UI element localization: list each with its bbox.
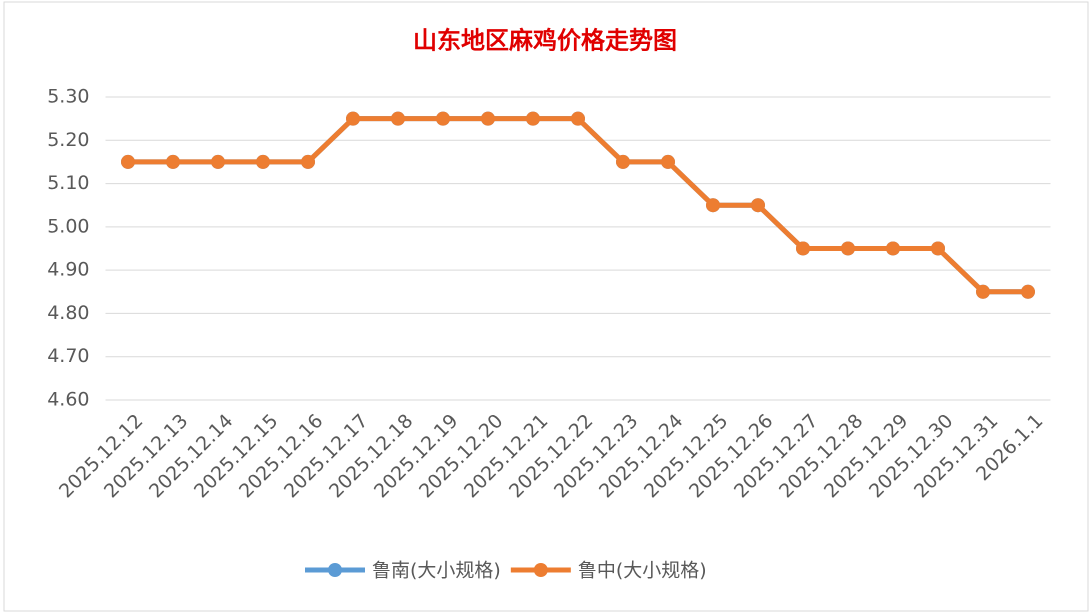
y-tick-label: 4.60 [47, 389, 89, 411]
point-marker [1021, 284, 1035, 299]
legend-marker [533, 563, 548, 577]
y-tick-label: 4.70 [47, 345, 89, 367]
point-marker [301, 154, 315, 169]
point-marker [796, 241, 810, 256]
y-tick-label: 4.90 [47, 259, 89, 281]
point-marker [481, 111, 495, 126]
y-tick-label: 5.00 [47, 215, 89, 237]
legend-label: 鲁南(大小规格) [372, 560, 501, 582]
point-marker [166, 154, 180, 169]
point-marker [346, 111, 360, 126]
y-tick-label: 5.30 [47, 86, 89, 108]
point-marker [526, 111, 540, 126]
point-marker [706, 198, 720, 213]
point-marker [616, 154, 630, 169]
chart-border [3, 1, 1089, 612]
point-marker [751, 198, 765, 213]
y-tick-label: 4.80 [47, 302, 89, 324]
y-tick-label: 5.20 [47, 129, 89, 151]
point-marker [436, 111, 450, 126]
point-marker [886, 241, 900, 256]
point-marker [841, 241, 855, 256]
chart-title: 山东地区麻鸡价格走势图 [413, 26, 677, 55]
point-marker [976, 284, 990, 299]
y-tick-label: 5.10 [47, 172, 89, 194]
legend-label: 鲁中(大小规格) [578, 560, 707, 582]
point-marker [256, 154, 270, 169]
point-marker [931, 241, 945, 256]
point-marker [391, 111, 405, 126]
legend-marker [328, 563, 342, 577]
point-marker [121, 154, 135, 169]
point-marker [211, 154, 225, 169]
point-marker [571, 111, 585, 126]
point-marker [661, 154, 675, 169]
